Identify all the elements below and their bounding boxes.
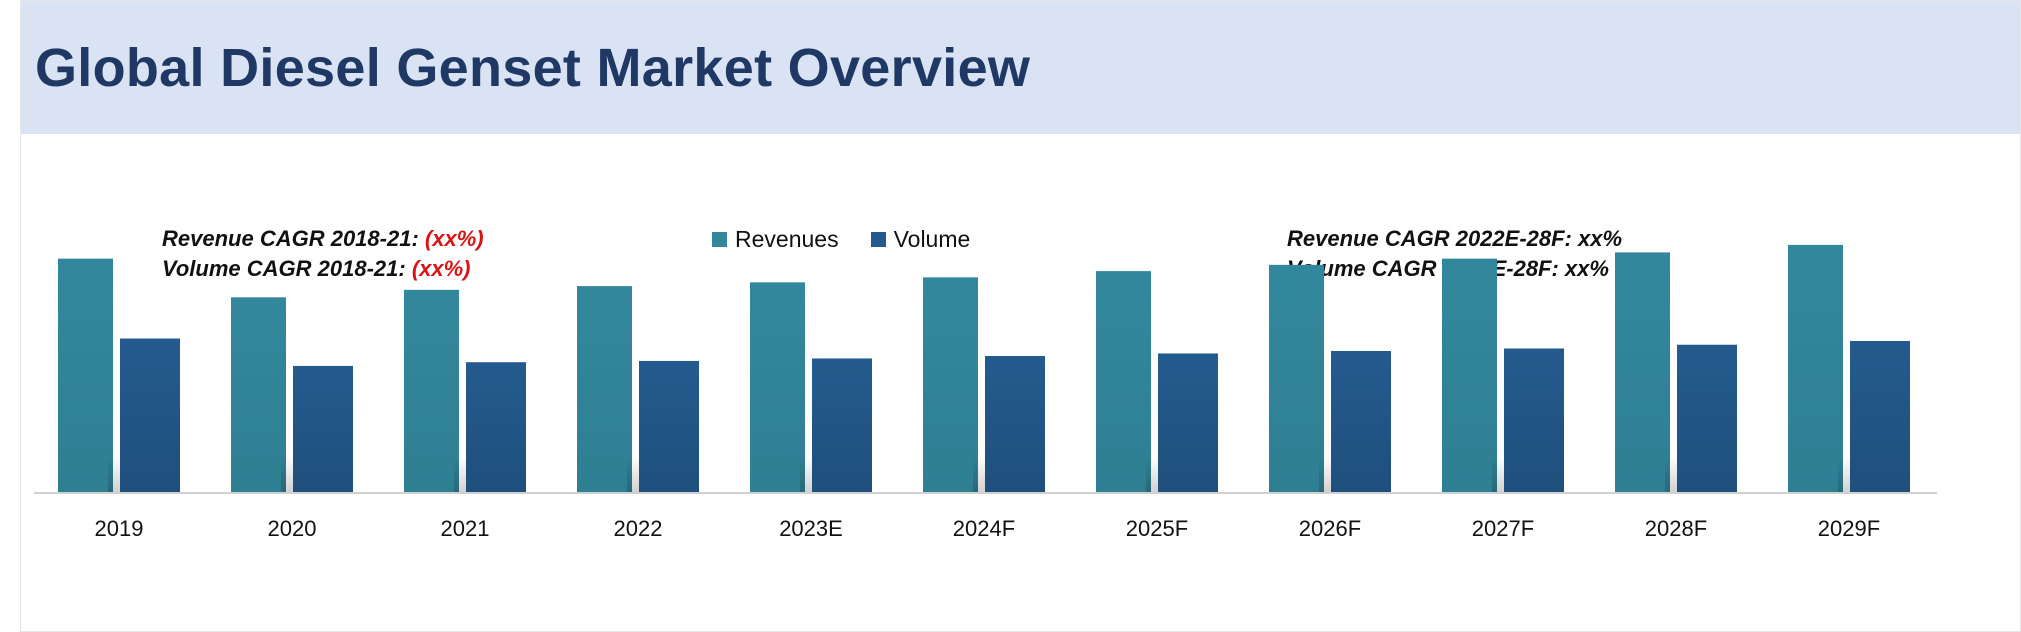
bar-volume-2024F xyxy=(985,355,1045,492)
bar-volume-2022 xyxy=(639,360,699,492)
historical-volume-cagr-value: (xx%) xyxy=(411,256,471,281)
bar-revenues-2019 xyxy=(58,258,113,492)
bar-shadow-2029F xyxy=(1838,456,1850,492)
bar-volume-2023E xyxy=(812,358,872,492)
bar-revenues-2024F xyxy=(923,277,978,492)
bar-volume-2019 xyxy=(120,338,180,492)
bar-shadow-2021 xyxy=(454,456,466,492)
x-tick-label-2019: 2019 xyxy=(95,516,144,541)
bar-shadow-2024F xyxy=(973,456,985,492)
x-tick-label-2028F: 2028F xyxy=(1645,516,1707,541)
chart-legend: Revenues Volume xyxy=(712,226,1002,253)
legend-item-revenues: Revenues xyxy=(712,226,839,253)
page-title: Global Diesel Genset Market Overview xyxy=(35,38,1031,98)
legend-swatch-volume xyxy=(870,232,886,247)
historical-revenue-cagr: Revenue CAGR 2018-21: (xx%) xyxy=(162,224,484,254)
bar-revenues-2021 xyxy=(404,289,459,492)
bar-shadow-2020 xyxy=(281,456,293,492)
bar-shadow-2025F xyxy=(1146,456,1158,492)
x-tick-label-2026F: 2026F xyxy=(1299,516,1361,541)
bar-revenues-2020 xyxy=(231,297,286,492)
legend-swatch-revenues xyxy=(712,232,727,247)
historical-cagr-note: Revenue CAGR 2018-21: (xx%) Volume CAGR … xyxy=(162,224,484,284)
legend-label-volume: Volume xyxy=(893,226,971,252)
bar-shadow-2026F xyxy=(1319,456,1331,492)
historical-volume-cagr: Volume CAGR 2018-21: (xx%) xyxy=(162,254,484,284)
bar-revenues-2026F xyxy=(1269,264,1324,492)
bar-revenues-2029F xyxy=(1788,244,1843,492)
bar-volume-2026F xyxy=(1331,350,1391,492)
x-tick-label-2027F: 2027F xyxy=(1472,516,1534,541)
historical-revenue-cagr-value: (xx%) xyxy=(424,226,484,251)
bar-revenues-2022 xyxy=(577,286,632,492)
legend-item-volume: Volume xyxy=(870,226,971,253)
forecast-revenue-cagr: Revenue CAGR 2022E-28F: xx% xyxy=(1287,226,1623,251)
bar-revenues-2025F xyxy=(1096,271,1151,492)
legend-label-revenues: Revenues xyxy=(735,226,839,252)
bar-revenues-2028F xyxy=(1615,252,1670,492)
bar-shadow-2019 xyxy=(108,456,120,492)
bar-shadow-2027F xyxy=(1492,456,1504,492)
bar-revenues-2023E xyxy=(750,282,805,492)
bar-volume-2025F xyxy=(1158,353,1218,492)
bar-shadow-2023E xyxy=(800,456,812,492)
x-tick-label-2024F: 2024F xyxy=(953,516,1015,541)
x-tick-label-2023E: 2023E xyxy=(779,516,843,541)
bar-volume-2020 xyxy=(293,365,353,492)
bar-volume-2029F xyxy=(1850,340,1910,492)
header-band: Global Diesel Genset Market Overview xyxy=(21,1,2020,134)
x-tick-label-2020: 2020 xyxy=(268,516,317,541)
historical-revenue-cagr-label: Revenue CAGR 2018-21: xyxy=(162,226,425,251)
bar-volume-2028F xyxy=(1677,344,1737,492)
x-tick-label-2021: 2021 xyxy=(441,516,490,541)
slide: Global Diesel Genset Market Overview xyxy=(20,0,2021,632)
bar-volume-2027F xyxy=(1504,348,1564,492)
x-tick-label-2022: 2022 xyxy=(614,516,663,541)
bar-shadow-2022 xyxy=(627,456,639,492)
x-tick-label-2029F: 2029F xyxy=(1818,516,1880,541)
bar-volume-2021 xyxy=(466,362,526,492)
historical-volume-cagr-label: Volume CAGR 2018-21: xyxy=(162,256,412,281)
x-tick-label-2025F: 2025F xyxy=(1126,516,1188,541)
bar-shadow-2028F xyxy=(1665,456,1677,492)
bar-revenues-2027F xyxy=(1442,258,1497,492)
